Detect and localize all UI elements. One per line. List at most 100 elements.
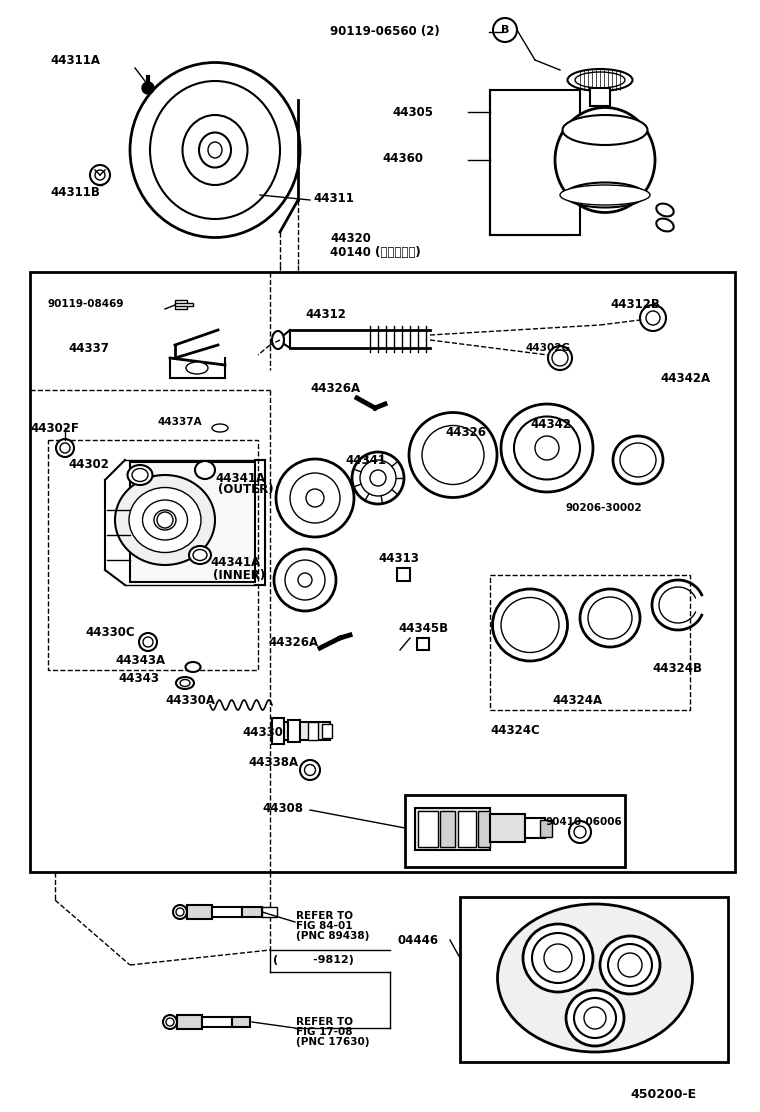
Ellipse shape bbox=[272, 331, 284, 349]
Text: 44326A: 44326A bbox=[310, 381, 360, 395]
Text: 44311A: 44311A bbox=[50, 53, 100, 67]
Text: 44345B: 44345B bbox=[398, 622, 448, 635]
Ellipse shape bbox=[143, 500, 188, 540]
Ellipse shape bbox=[498, 904, 692, 1052]
Circle shape bbox=[139, 633, 157, 651]
Ellipse shape bbox=[163, 1015, 177, 1029]
Bar bbox=[322, 724, 332, 738]
Circle shape bbox=[143, 637, 153, 647]
Ellipse shape bbox=[199, 132, 231, 168]
Bar bbox=[460, 897, 728, 1062]
Text: 04446: 04446 bbox=[398, 933, 439, 946]
Text: 44311: 44311 bbox=[313, 191, 354, 205]
Bar bbox=[175, 300, 187, 309]
Bar bbox=[440, 811, 455, 847]
Ellipse shape bbox=[185, 662, 201, 672]
Ellipse shape bbox=[298, 573, 312, 587]
Circle shape bbox=[60, 443, 70, 453]
Text: 44324B: 44324B bbox=[652, 662, 702, 675]
Ellipse shape bbox=[640, 305, 666, 331]
Ellipse shape bbox=[657, 219, 673, 231]
Ellipse shape bbox=[352, 451, 404, 504]
Ellipse shape bbox=[409, 413, 497, 497]
Ellipse shape bbox=[285, 560, 325, 600]
Ellipse shape bbox=[130, 62, 300, 238]
Text: 44302G: 44302G bbox=[525, 342, 570, 353]
Bar bbox=[415, 808, 490, 850]
Circle shape bbox=[157, 512, 173, 528]
Text: (PNC 17630): (PNC 17630) bbox=[296, 1037, 369, 1048]
Ellipse shape bbox=[646, 311, 660, 325]
Text: (OUTER): (OUTER) bbox=[218, 484, 274, 496]
Text: 450200-E: 450200-E bbox=[630, 1089, 696, 1102]
Text: 44342A: 44342A bbox=[660, 371, 710, 385]
Ellipse shape bbox=[173, 905, 187, 919]
Text: 90119-06560 (2): 90119-06560 (2) bbox=[330, 26, 440, 39]
Text: 44313: 44313 bbox=[378, 552, 419, 565]
Text: 44360: 44360 bbox=[382, 151, 423, 165]
Text: 44341A: 44341A bbox=[210, 556, 260, 569]
Circle shape bbox=[142, 82, 154, 95]
Bar bbox=[30, 272, 735, 872]
Text: 44337A: 44337A bbox=[158, 417, 203, 427]
Circle shape bbox=[90, 165, 110, 185]
Ellipse shape bbox=[523, 924, 593, 992]
Circle shape bbox=[574, 826, 586, 838]
Text: 44343: 44343 bbox=[118, 672, 159, 685]
Ellipse shape bbox=[370, 470, 386, 486]
Text: (         -9812): ( -9812) bbox=[273, 955, 354, 965]
Text: 44308: 44308 bbox=[262, 802, 303, 814]
Bar bbox=[590, 88, 610, 106]
Bar bbox=[177, 1015, 202, 1029]
Text: 44305: 44305 bbox=[392, 106, 433, 119]
Ellipse shape bbox=[548, 346, 572, 370]
Text: 44324C: 44324C bbox=[490, 724, 540, 736]
Bar bbox=[490, 814, 525, 842]
Ellipse shape bbox=[492, 589, 568, 661]
Ellipse shape bbox=[613, 436, 663, 484]
Text: 90119-08469: 90119-08469 bbox=[48, 299, 125, 309]
Ellipse shape bbox=[657, 203, 673, 217]
Ellipse shape bbox=[180, 679, 190, 686]
Circle shape bbox=[569, 821, 591, 843]
Ellipse shape bbox=[600, 936, 660, 994]
Ellipse shape bbox=[588, 597, 632, 639]
Bar bbox=[187, 905, 212, 919]
Ellipse shape bbox=[565, 182, 645, 208]
Text: 44326A: 44326A bbox=[268, 636, 318, 649]
Text: B: B bbox=[501, 24, 509, 34]
Bar bbox=[242, 907, 262, 917]
Bar bbox=[418, 811, 438, 847]
Ellipse shape bbox=[566, 990, 624, 1046]
Ellipse shape bbox=[212, 424, 228, 431]
Ellipse shape bbox=[182, 115, 248, 185]
Bar bbox=[262, 907, 277, 917]
Bar bbox=[397, 568, 410, 580]
Bar bbox=[272, 718, 284, 744]
Text: (INNER): (INNER) bbox=[213, 568, 265, 582]
Ellipse shape bbox=[274, 549, 336, 610]
Text: FIG 17-08: FIG 17-08 bbox=[296, 1027, 353, 1037]
Text: (PNC 89438): (PNC 89438) bbox=[296, 931, 369, 941]
Text: REFER TO: REFER TO bbox=[296, 911, 353, 921]
Ellipse shape bbox=[276, 459, 354, 537]
Ellipse shape bbox=[208, 142, 222, 158]
Bar bbox=[175, 302, 193, 306]
Circle shape bbox=[95, 170, 105, 180]
Ellipse shape bbox=[555, 108, 655, 212]
Text: 44343A: 44343A bbox=[115, 654, 165, 666]
Ellipse shape bbox=[532, 933, 584, 983]
Ellipse shape bbox=[128, 465, 153, 485]
Bar bbox=[280, 722, 330, 739]
Text: 44312: 44312 bbox=[305, 308, 346, 321]
Bar bbox=[308, 722, 318, 739]
Ellipse shape bbox=[560, 185, 650, 205]
Text: 44326: 44326 bbox=[445, 426, 486, 438]
Ellipse shape bbox=[189, 546, 211, 564]
Text: 44330C: 44330C bbox=[85, 626, 135, 639]
Ellipse shape bbox=[574, 997, 616, 1037]
Ellipse shape bbox=[580, 589, 640, 647]
Ellipse shape bbox=[193, 549, 207, 560]
Ellipse shape bbox=[186, 363, 208, 374]
Ellipse shape bbox=[618, 953, 642, 977]
